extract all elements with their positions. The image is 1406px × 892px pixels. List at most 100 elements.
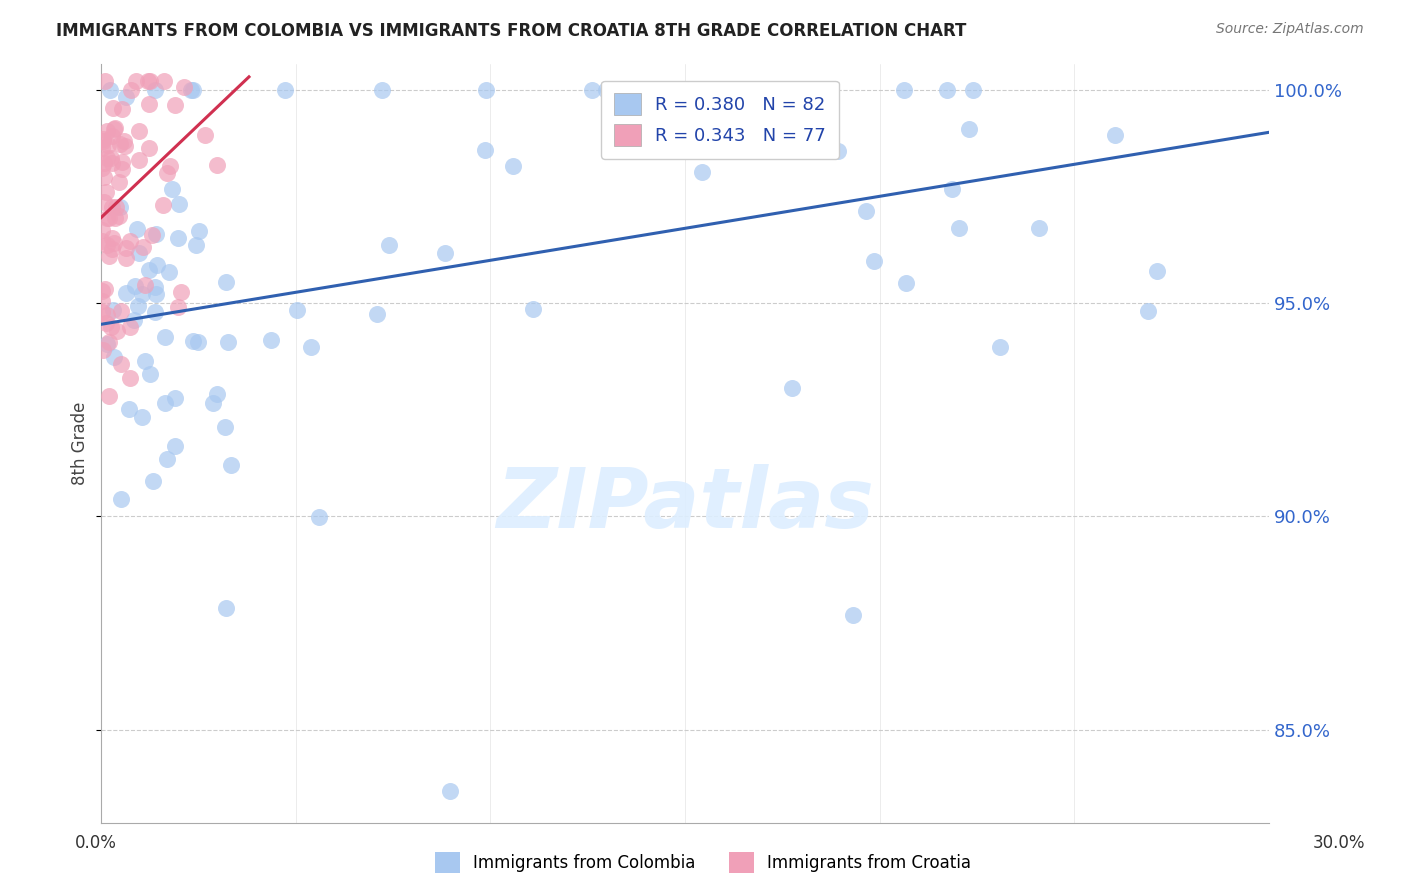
Point bbox=[118, 401, 141, 416]
Point bbox=[112, 134, 135, 148]
Text: Source: ZipAtlas.com: Source: ZipAtlas.com bbox=[1216, 22, 1364, 37]
Point bbox=[100, 83, 122, 97]
Point bbox=[91, 294, 114, 309]
Point bbox=[110, 492, 132, 507]
Point bbox=[439, 783, 461, 797]
Point bbox=[138, 263, 160, 277]
Point bbox=[98, 334, 121, 349]
Point bbox=[205, 158, 228, 172]
Point bbox=[153, 396, 176, 410]
Point bbox=[98, 389, 121, 403]
Point bbox=[103, 101, 125, 115]
Point bbox=[162, 182, 184, 196]
Point bbox=[690, 164, 713, 178]
Text: 0.0%: 0.0% bbox=[75, 834, 117, 852]
Text: ZIPatlas: ZIPatlas bbox=[496, 464, 875, 545]
Point bbox=[941, 182, 963, 196]
Point bbox=[96, 237, 118, 252]
Point bbox=[115, 90, 138, 104]
Point bbox=[581, 83, 603, 97]
Point bbox=[842, 608, 865, 623]
Point bbox=[157, 265, 180, 279]
Point bbox=[894, 277, 917, 291]
Point bbox=[167, 196, 190, 211]
Point bbox=[124, 279, 146, 293]
Point bbox=[782, 381, 804, 395]
Point bbox=[474, 83, 496, 97]
Point bbox=[132, 240, 155, 254]
Point bbox=[138, 74, 160, 88]
Point bbox=[1028, 220, 1050, 235]
Point bbox=[166, 231, 188, 245]
Legend: Immigrants from Colombia, Immigrants from Croatia: Immigrants from Colombia, Immigrants fro… bbox=[429, 846, 977, 880]
Point bbox=[111, 102, 134, 116]
Point bbox=[827, 144, 849, 158]
Point bbox=[146, 258, 169, 272]
Point bbox=[187, 334, 209, 349]
Point bbox=[93, 155, 115, 169]
Point bbox=[156, 452, 179, 467]
Point bbox=[134, 277, 156, 292]
Point bbox=[138, 96, 160, 111]
Point bbox=[131, 409, 153, 424]
Point bbox=[194, 128, 217, 142]
Point bbox=[141, 227, 163, 242]
Point bbox=[260, 333, 283, 347]
Point bbox=[170, 285, 193, 299]
Point bbox=[134, 354, 156, 368]
Point bbox=[215, 601, 238, 615]
Point bbox=[183, 334, 205, 348]
Point bbox=[100, 231, 122, 245]
Point bbox=[120, 83, 142, 97]
Point bbox=[202, 396, 225, 410]
Point bbox=[167, 300, 190, 314]
Point bbox=[153, 74, 176, 88]
Point bbox=[163, 439, 186, 453]
Point bbox=[143, 279, 166, 293]
Point bbox=[115, 241, 138, 255]
Point bbox=[100, 156, 122, 170]
Point bbox=[165, 98, 187, 112]
Point bbox=[96, 336, 118, 351]
Point bbox=[91, 343, 114, 358]
Point bbox=[114, 139, 136, 153]
Point bbox=[217, 335, 239, 350]
Point bbox=[1104, 128, 1126, 142]
Point bbox=[108, 136, 131, 151]
Point bbox=[97, 138, 120, 153]
Point bbox=[125, 74, 148, 88]
Point bbox=[366, 307, 388, 321]
Point bbox=[145, 287, 167, 301]
Point bbox=[91, 223, 114, 237]
Text: 30.0%: 30.0% bbox=[1312, 834, 1365, 852]
Point bbox=[91, 284, 114, 298]
Point bbox=[94, 316, 117, 330]
Point bbox=[93, 169, 115, 184]
Point bbox=[104, 200, 127, 214]
Point bbox=[371, 83, 394, 97]
Point bbox=[138, 140, 160, 154]
Text: IMMIGRANTS FROM COLOMBIA VS IMMIGRANTS FROM CROATIA 8TH GRADE CORRELATION CHART: IMMIGRANTS FROM COLOMBIA VS IMMIGRANTS F… bbox=[56, 22, 966, 40]
Point bbox=[181, 83, 204, 97]
Point bbox=[127, 221, 149, 235]
Point bbox=[215, 275, 238, 289]
Point bbox=[127, 299, 149, 313]
Point bbox=[299, 340, 322, 354]
Point bbox=[91, 161, 114, 175]
Point bbox=[188, 224, 211, 238]
Point bbox=[110, 357, 132, 371]
Point bbox=[111, 162, 134, 177]
Point bbox=[502, 159, 524, 173]
Point bbox=[122, 313, 145, 327]
Point bbox=[595, 83, 617, 97]
Point bbox=[91, 304, 114, 318]
Point bbox=[285, 303, 308, 318]
Point bbox=[1136, 303, 1159, 318]
Point bbox=[120, 235, 142, 249]
Point bbox=[100, 151, 122, 165]
Point bbox=[110, 304, 132, 318]
Point bbox=[108, 200, 131, 214]
Point bbox=[988, 340, 1011, 354]
Point bbox=[142, 474, 165, 488]
Point bbox=[948, 220, 970, 235]
